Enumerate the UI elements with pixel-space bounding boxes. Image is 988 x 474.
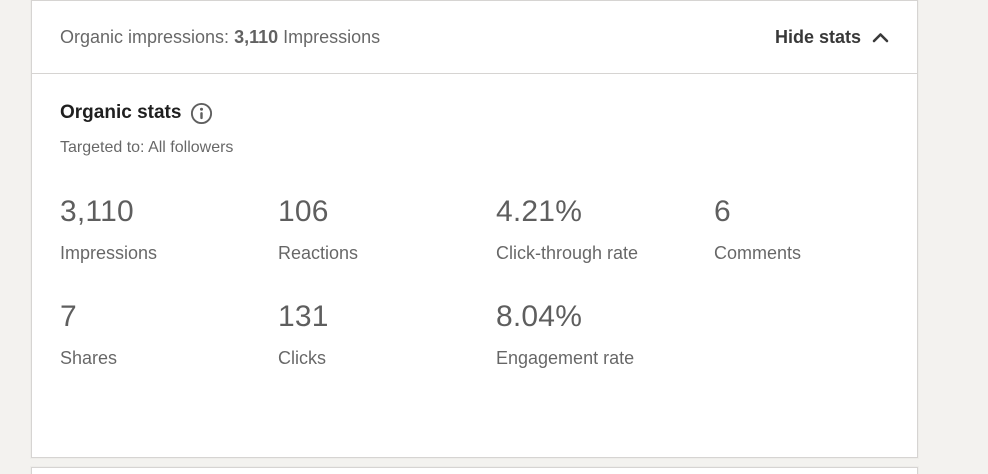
info-icon[interactable] (190, 102, 213, 125)
stat-engagement-rate: 8.04% Engagement rate (496, 298, 714, 373)
stats-grid: 3,110 Impressions 106 Reactions 4.21% Cl… (60, 193, 889, 373)
organic-stats-card: Organic impressions: 3,110 Impressions H… (31, 0, 918, 458)
stat-label: Shares (60, 348, 118, 368)
summary-suffix: Impressions (283, 26, 381, 47)
organic-impressions-summary: Organic impressions: 3,110 Impressions (60, 27, 380, 48)
stat-value: 3,110 (60, 195, 134, 228)
stat-label: Clicks (278, 348, 326, 368)
stat-value: 6 (714, 195, 731, 228)
summary-value: 3,110 (234, 26, 279, 47)
stat-shares: 7 Shares (60, 298, 278, 373)
hide-stats-label: Hide stats (774, 26, 861, 47)
stats-title-row: Organic stats (60, 101, 889, 125)
hide-stats-button[interactable]: Hide stats (775, 23, 889, 52)
stat-value: 4.21% (496, 195, 583, 228)
stat-label: Click-through rate (496, 243, 639, 263)
stat-label: Reactions (278, 243, 359, 263)
stats-header-bar: Organic impressions: 3,110 Impressions H… (32, 1, 917, 74)
stat-empty-cell (714, 298, 889, 373)
stat-value: 131 (278, 300, 329, 333)
stat-impressions: 3,110 Impressions (60, 193, 278, 268)
stat-reactions: 106 Reactions (278, 193, 496, 268)
stat-clicks: 131 Clicks (278, 298, 496, 373)
stat-click-through-rate: 4.21% Click-through rate (496, 193, 714, 268)
stat-label: Impressions (60, 243, 158, 263)
stat-comments: 6 Comments (714, 193, 889, 268)
organic-stats-title: Organic stats (60, 102, 182, 123)
stat-value: 7 (60, 300, 77, 333)
targeting-text: Targeted to: All followers (60, 139, 234, 156)
stat-label: Comments (714, 243, 802, 263)
summary-prefix: Organic impressions: (60, 26, 230, 47)
stat-value: 8.04% (496, 300, 583, 333)
next-card-partial (31, 467, 918, 474)
chevron-up-icon (872, 32, 889, 43)
stats-body: Organic stats Targeted to: All followers… (32, 74, 917, 373)
stat-label: Engagement rate (496, 348, 635, 368)
stat-value: 106 (278, 195, 329, 228)
